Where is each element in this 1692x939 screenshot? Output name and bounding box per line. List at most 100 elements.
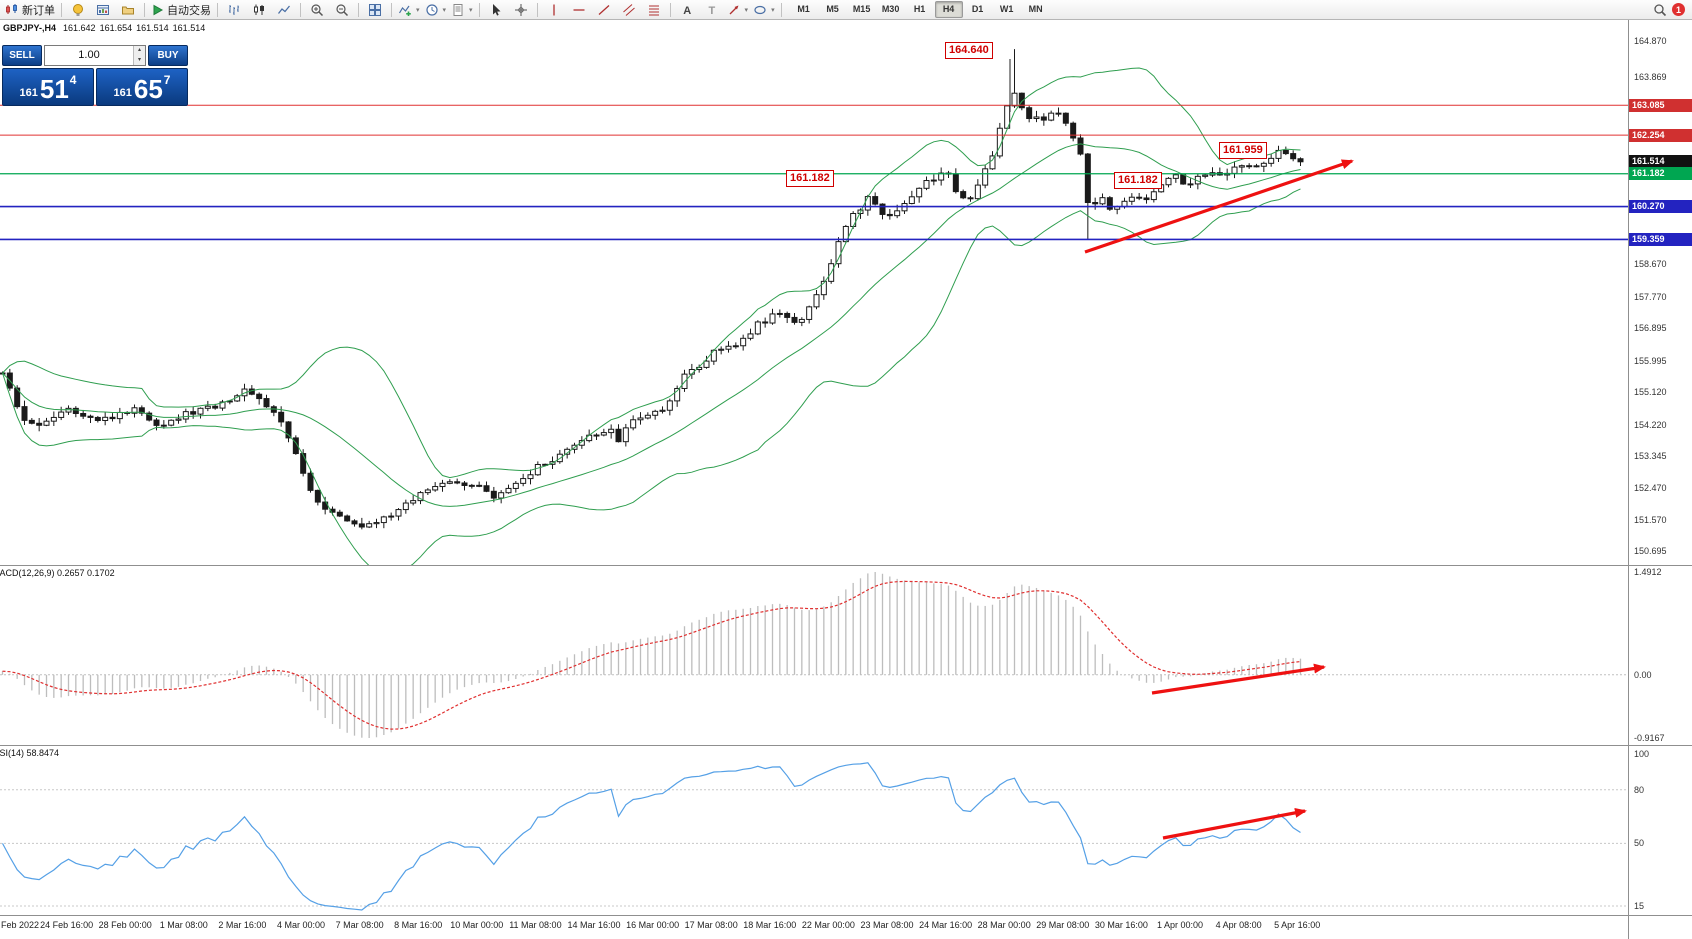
label-tool-button[interactable]: T	[700, 1, 724, 18]
candlestick-chart-button[interactable]	[247, 1, 271, 18]
candle	[1231, 161, 1238, 179]
label-icon: T	[708, 5, 715, 17]
periods-icon	[425, 3, 438, 16]
timeframe-h4[interactable]: H4	[934, 1, 963, 18]
indicators-icon	[398, 5, 411, 16]
price-axis[interactable]: 164.870 163.869 158.670 157.770 156.895 155.9…	[1628, 0, 1692, 939]
candle	[80, 409, 87, 420]
panel-separator[interactable]	[0, 745, 1692, 746]
bar-chart-button[interactable]	[222, 1, 246, 18]
annotation-recent-price[interactable]: 161.959	[1219, 142, 1267, 159]
time-label: 7 Mar 08:00	[335, 920, 384, 930]
timeframe-h1[interactable]: H1	[913, 4, 926, 14]
candle	[138, 405, 145, 416]
svg-text:A: A	[683, 5, 691, 17]
zoom-in-button[interactable]	[305, 1, 329, 18]
timeframe-m5[interactable]: M5	[826, 4, 839, 14]
notification-badge[interactable]: 1	[1672, 3, 1685, 16]
fibonacci-button[interactable]	[642, 1, 666, 18]
periods-button[interactable]: ▾	[423, 1, 449, 18]
search-icon[interactable]	[1653, 3, 1667, 17]
macd-panel[interactable]	[0, 565, 1628, 745]
horizontal-line-button[interactable]	[567, 1, 591, 18]
timeframe-w1[interactable]: W1	[999, 4, 1014, 14]
time-label: 24 Feb 16:00	[40, 920, 94, 930]
new-order-button[interactable]: 新订单	[3, 1, 57, 18]
timeframe-mn[interactable]: MN	[1028, 4, 1043, 14]
cursor-button[interactable]	[484, 1, 508, 18]
lot-size-input[interactable]: 1.00 ▴ ▾	[44, 45, 146, 66]
price-tick: 155.995	[1634, 355, 1667, 366]
timeframe-m15[interactable]: M15	[852, 4, 871, 14]
candle	[938, 167, 945, 186]
vertical-line-button[interactable]	[542, 1, 566, 18]
rsi-line	[1, 762, 1301, 911]
indicators-button[interactable]: ▾	[396, 1, 422, 18]
sell-price-button[interactable]: 161 51 4	[2, 68, 94, 106]
metaeditor-button[interactable]	[66, 1, 90, 18]
candle	[446, 479, 453, 485]
terminal-button[interactable]	[91, 1, 115, 18]
candle	[608, 424, 615, 439]
price-tick: 153.345	[1634, 451, 1667, 462]
candle	[798, 317, 805, 327]
sell-button[interactable]: SELL	[2, 45, 42, 66]
shapes-tool-button[interactable]: ▾	[751, 1, 777, 18]
time-label: 22 Mar 00:00	[801, 920, 855, 930]
panel-separator[interactable]	[0, 565, 1692, 566]
toolbar-separator	[144, 2, 145, 17]
candle	[1055, 107, 1062, 117]
buy-price-big: 65	[133, 74, 163, 104]
candle	[300, 449, 307, 477]
channel-button[interactable]	[617, 1, 641, 18]
candle	[1290, 150, 1297, 162]
spinner-down-icon[interactable]: ▾	[134, 55, 145, 65]
trendline-button[interactable]	[592, 1, 616, 18]
time-axis[interactable]: Feb 2022 24 Feb 16:00 28 Feb 00:00 1 Mar 08…	[0, 916, 1628, 939]
candle	[593, 433, 600, 440]
price-level-label: 159.359	[1629, 232, 1692, 246]
candle	[454, 478, 461, 485]
candle	[468, 483, 475, 489]
arrows-tool-button[interactable]: ▾	[725, 1, 751, 18]
annotation-level-right[interactable]: 161.182	[1114, 172, 1162, 189]
zoom-out-button[interactable]	[330, 1, 354, 18]
candle	[1136, 192, 1143, 201]
spinner-up-icon[interactable]: ▴	[134, 46, 145, 56]
candle	[1187, 178, 1194, 188]
lot-spinner[interactable]: ▴ ▾	[133, 46, 145, 65]
buy-price-button[interactable]: 161 65 7	[96, 68, 188, 106]
text-tool-button[interactable]: A	[675, 1, 699, 18]
channel-icon	[622, 3, 635, 16]
ohlc-low: 161.514	[136, 23, 169, 33]
autotrade-button[interactable]: 自动交易	[149, 1, 213, 18]
time-label: 14 Mar 16:00	[567, 920, 621, 930]
tile-windows-icon	[369, 3, 381, 16]
candle	[190, 406, 197, 419]
candle	[740, 334, 747, 351]
fibonacci-icon	[648, 5, 659, 15]
line-chart-button[interactable]	[272, 1, 296, 18]
price-tick: 164.870	[1634, 35, 1667, 46]
macd-scale-tick: 0.00	[1634, 669, 1652, 680]
vline-icon	[552, 4, 555, 15]
buy-button[interactable]: BUY	[148, 45, 188, 66]
price-tick: 155.120	[1634, 387, 1667, 398]
candle	[578, 436, 585, 449]
rsi-panel[interactable]	[0, 745, 1628, 915]
price-chart[interactable]	[0, 20, 1628, 565]
tile-windows-button[interactable]	[363, 1, 387, 18]
line-chart-icon	[277, 5, 291, 14]
profiles-button[interactable]	[116, 1, 140, 18]
time-label: 1 Mar 08:00	[159, 920, 208, 930]
timeframe-m1[interactable]: M1	[797, 4, 810, 14]
candle	[1143, 194, 1150, 204]
templates-button[interactable]: ▾	[449, 1, 475, 18]
annotation-high-price[interactable]: 164.640	[945, 42, 993, 59]
timeframe-d1[interactable]: D1	[971, 4, 984, 14]
candle	[754, 320, 761, 336]
crosshair-button[interactable]	[509, 1, 533, 18]
annotation-level-left[interactable]: 161.182	[786, 170, 834, 187]
timeframe-m30[interactable]: M30	[881, 4, 900, 14]
candle	[615, 424, 622, 443]
